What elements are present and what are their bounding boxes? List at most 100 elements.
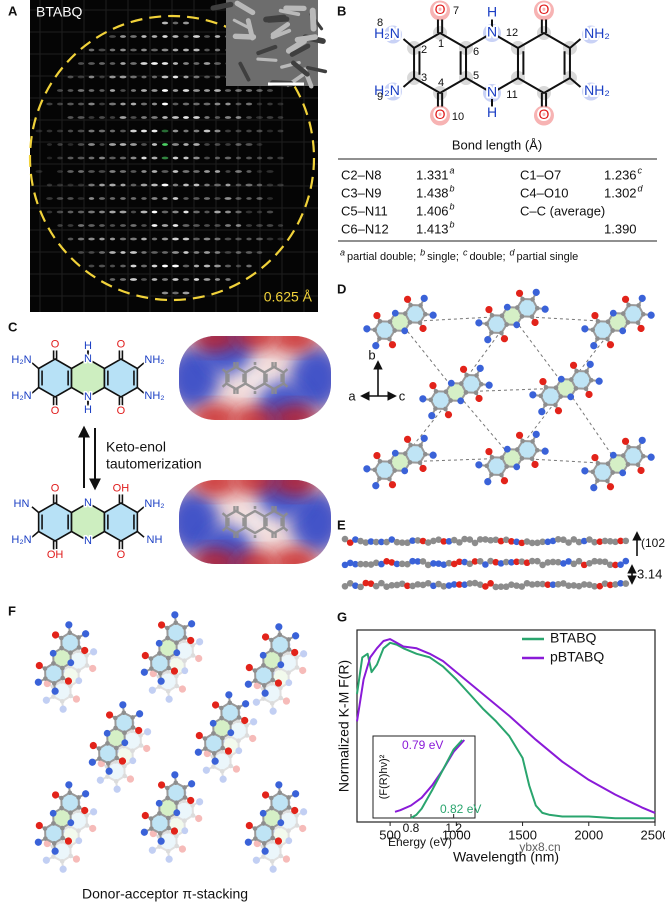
diffraction-spot	[109, 48, 116, 52]
diffraction-spot	[130, 116, 137, 119]
carbon	[244, 723, 249, 728]
layer-atom	[549, 537, 557, 545]
diffraction-spot	[130, 75, 137, 79]
nitrogen	[75, 677, 83, 685]
diffraction-spot	[141, 224, 147, 227]
diffraction-spot	[46, 129, 53, 133]
carbon	[59, 635, 64, 641]
carbon	[408, 302, 413, 308]
carbon	[211, 750, 217, 756]
layer-atom	[346, 539, 354, 546]
diffraction-spot	[109, 89, 116, 92]
inset-x-tick-label: 0.8	[403, 821, 420, 835]
oxygen	[299, 666, 307, 675]
nitrogen	[429, 311, 437, 319]
diffraction-spot	[56, 89, 64, 92]
oxygen	[187, 796, 195, 805]
nitrogen	[581, 325, 589, 333]
nitrogen	[235, 747, 243, 755]
diffraction-spot	[88, 116, 95, 119]
carbon	[165, 848, 171, 854]
carbon	[294, 813, 299, 818]
carbon	[286, 647, 292, 652]
diffraction-spot	[214, 224, 221, 227]
layer-atom	[560, 580, 567, 587]
diffraction-spot	[256, 89, 263, 92]
carbon	[443, 389, 449, 394]
diffraction-spot	[129, 251, 138, 254]
carbon	[59, 805, 64, 811]
layer-atom	[518, 583, 526, 590]
layer-atom	[502, 558, 510, 566]
carbon	[190, 803, 195, 808]
oxygen	[97, 759, 105, 768]
sem-texture	[309, 7, 317, 32]
carbon	[42, 826, 48, 831]
oxygen	[241, 716, 249, 725]
packed-molecule	[194, 691, 250, 765]
carbon	[543, 385, 549, 390]
diffraction-spot	[130, 170, 137, 173]
oxygen	[35, 821, 43, 830]
nitrogen	[82, 630, 90, 638]
nitrogen	[65, 781, 73, 789]
stick	[296, 811, 304, 817]
layer-atom	[352, 536, 359, 543]
carbon	[489, 330, 494, 335]
carbon	[182, 635, 188, 640]
carbon	[211, 764, 216, 769]
nitrogen	[363, 465, 371, 473]
layer-atom	[575, 557, 583, 565]
diffraction-spot	[56, 129, 64, 133]
diffraction-spot	[57, 156, 63, 160]
nitrogen	[171, 771, 179, 779]
atom-number: 5	[473, 70, 479, 82]
diffraction-spot	[183, 143, 189, 146]
carbon	[464, 372, 469, 378]
carbon	[236, 738, 241, 744]
diffraction-spot	[161, 89, 169, 92]
diffraction-spot	[225, 102, 231, 106]
stick	[140, 731, 148, 737]
carbon	[182, 668, 188, 673]
layer-atom	[528, 557, 536, 565]
diffraction-spot	[235, 197, 242, 200]
carbon	[228, 763, 233, 769]
layer-atom	[601, 537, 609, 545]
diffraction-spot	[151, 156, 158, 160]
diffraction-spot	[77, 156, 85, 160]
carbon	[520, 296, 525, 302]
diffraction-spot	[182, 264, 190, 268]
layer-atom	[601, 558, 609, 566]
oxygen	[64, 837, 73, 845]
diffraction-spot	[141, 143, 147, 146]
sem-texture	[290, 60, 310, 77]
stick	[206, 765, 214, 771]
diffraction-spot	[120, 224, 126, 227]
diffraction-spot	[204, 75, 210, 79]
diffraction-spot	[77, 102, 85, 106]
atom-label: NH₂	[144, 498, 164, 510]
footnote-mark: c	[463, 247, 468, 257]
diffraction-spot	[88, 89, 95, 92]
packed-molecule	[34, 781, 90, 855]
nitrogen	[82, 790, 90, 798]
oxygen	[419, 464, 427, 473]
bond-name: C5–N11	[341, 203, 388, 218]
carbon	[605, 319, 611, 324]
diffraction-spot	[224, 251, 232, 254]
nitrogen	[638, 294, 646, 302]
oxygen	[135, 726, 143, 735]
diffraction-spot	[256, 183, 263, 187]
carbon	[157, 650, 162, 656]
bond	[282, 512, 289, 518]
oxygen	[149, 669, 157, 678]
nitrogen	[42, 696, 50, 704]
diffraction-spot	[141, 251, 147, 254]
diffraction-spot	[183, 35, 189, 38]
nitrogen	[121, 739, 129, 747]
carbon	[60, 835, 65, 841]
diffraction-spot	[99, 183, 105, 187]
carbon	[51, 820, 56, 826]
diffraction-spot	[140, 183, 148, 187]
